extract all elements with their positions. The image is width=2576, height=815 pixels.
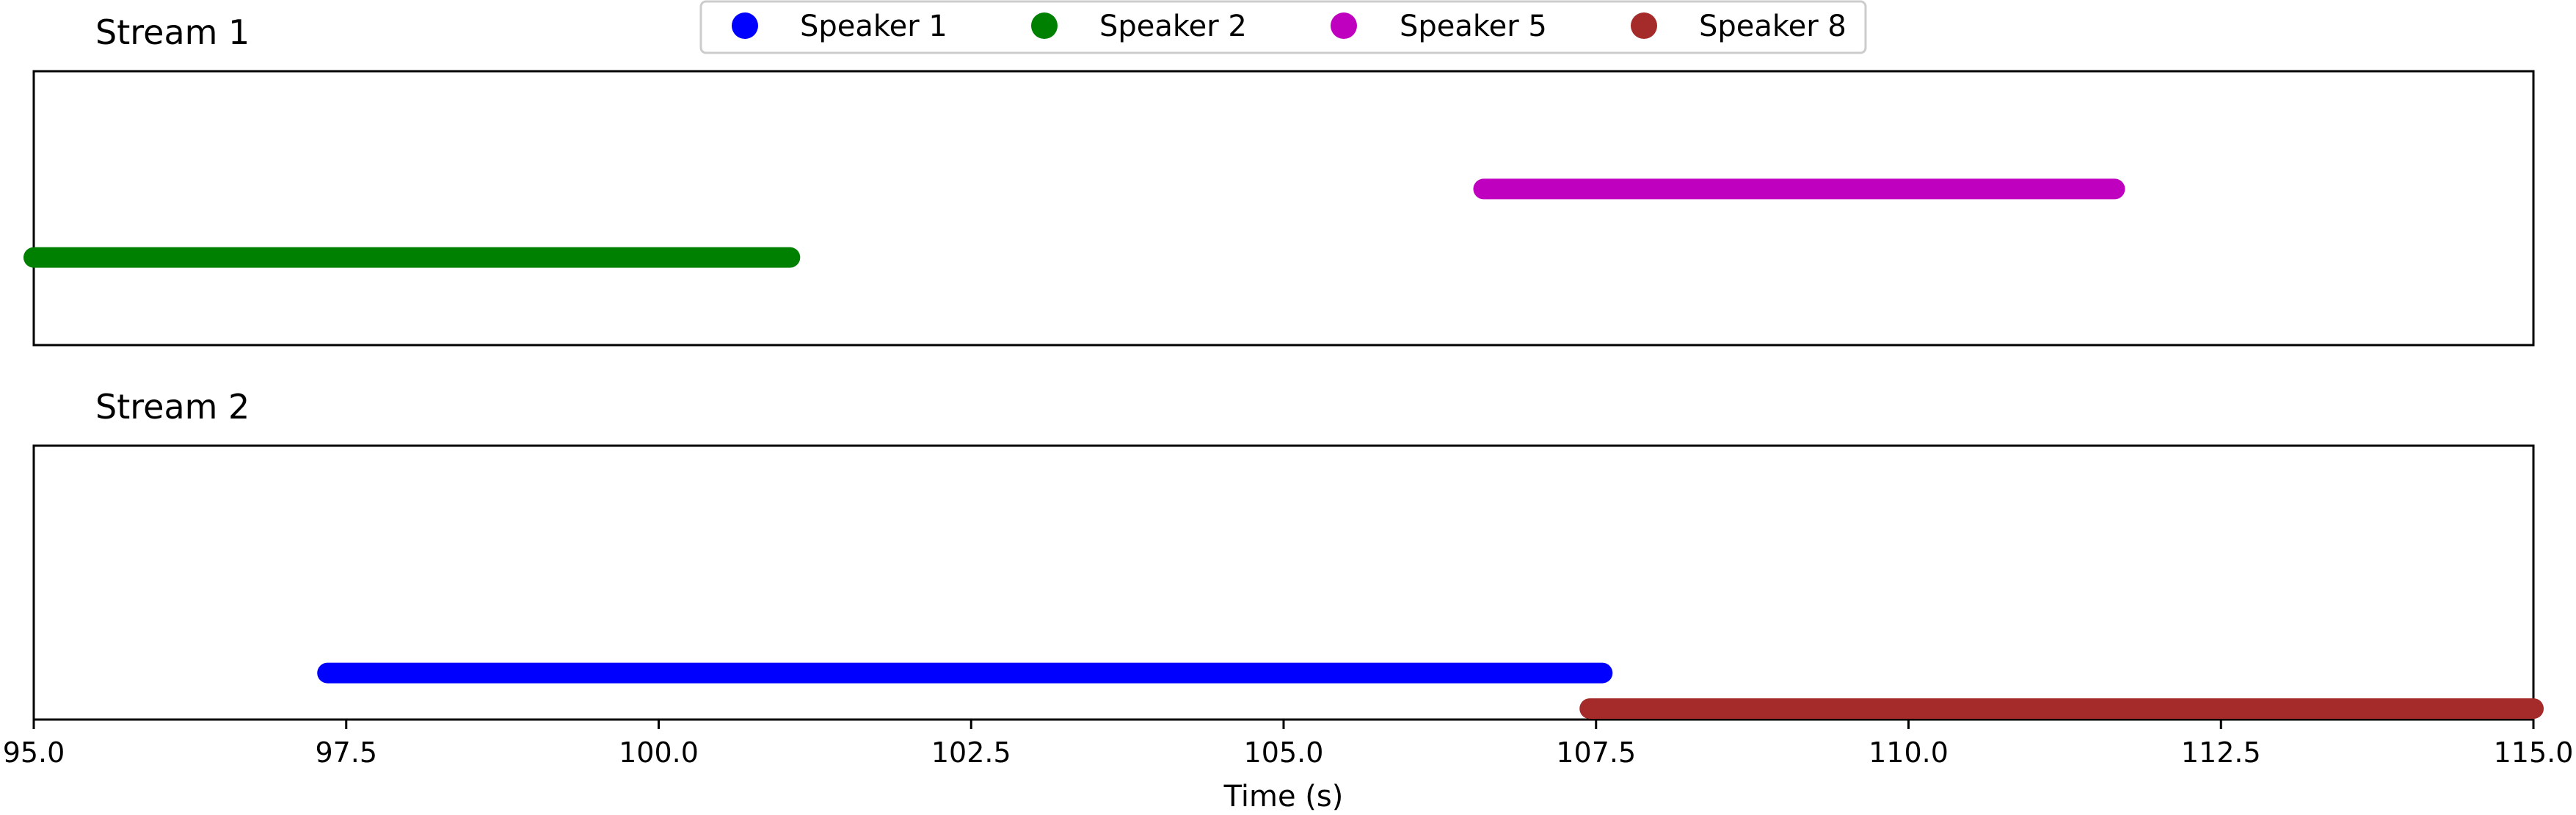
x-axis-label: Time (s) (1223, 780, 1344, 814)
legend-label-3: Speaker 5 (1400, 10, 1547, 43)
x-tick-label-3: 102.5 (931, 736, 1011, 769)
panel-marks-stream-1 (23, 178, 2125, 268)
x-tick-label-6: 110.0 (1869, 736, 1949, 769)
legend-marker-1 (732, 12, 758, 39)
legend: Speaker 1 Speaker 2 Speaker 5 Speaker 8 (699, 0, 1867, 54)
panel-title-stream-2: Stream 2 (95, 387, 250, 427)
x-tick-label-5: 107.5 (1556, 736, 1636, 769)
legend-label-1: Speaker 1 (800, 10, 947, 43)
panel-frame-stream-1 (32, 70, 2535, 347)
legend-entry-3: Speaker 5 (1331, 10, 1547, 43)
x-tick-label-1: 97.5 (315, 736, 377, 769)
panel-marks-stream-2 (317, 662, 2544, 720)
legend-label-4: Speaker 8 (1699, 10, 1847, 43)
legend-label-2: Speaker 2 (1099, 10, 1247, 43)
legend-frame (699, 0, 1867, 54)
legend-entry-1: Speaker 1 (732, 10, 947, 43)
legend-marker-3 (1331, 12, 1357, 39)
x-tick-label-0: 95.0 (3, 736, 65, 769)
legend-marker-4 (1631, 12, 1657, 39)
x-tick-label-8: 115.0 (2494, 736, 2574, 769)
legend-entry-2: Speaker 2 (1031, 10, 1247, 43)
panel-title-stream-1: Stream 1 (95, 12, 250, 52)
legend-marker-2 (1031, 12, 1058, 39)
x-tick-label-2: 100.0 (619, 736, 699, 769)
x-tick-label-7: 112.5 (2181, 736, 2261, 769)
x-tick-label-4: 105.0 (1244, 736, 1324, 769)
legend-entry-4: Speaker 8 (1631, 10, 1847, 43)
x-axis: 95.0 97.5 100.0 102.5 105.0 107.5 110.0 112.5 11… (3, 720, 2574, 769)
